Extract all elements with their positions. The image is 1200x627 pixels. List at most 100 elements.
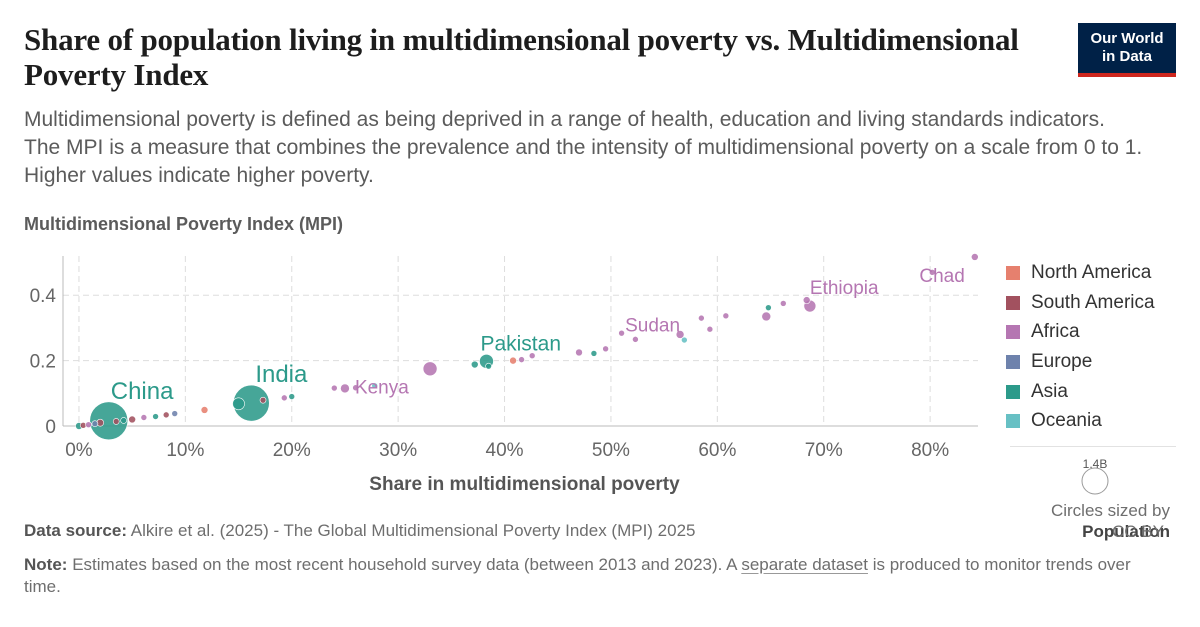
legend-label: South America [1031, 291, 1155, 313]
legend-label: Europe [1031, 350, 1093, 372]
data-point [706, 325, 714, 333]
logo-line-2: in Data [1101, 48, 1152, 65]
legend-item-south-america[interactable]: South America [1006, 288, 1186, 318]
data-point [470, 360, 479, 369]
note-text-before: Estimates based on the most recent house… [72, 555, 737, 574]
data-point [112, 418, 120, 425]
x-tick-label: 20% [273, 440, 311, 461]
source-label: Data source: [24, 521, 127, 540]
data-point [91, 420, 99, 428]
data-point [528, 352, 536, 360]
data-point [352, 384, 359, 392]
data-point [509, 356, 517, 365]
data-point [288, 393, 296, 400]
size-caption: Circles sized by Population [1010, 500, 1170, 542]
owid-logo[interactable]: Our World in Data [1078, 23, 1176, 77]
size-legend: 1.4B [1081, 457, 1109, 495]
data-point [340, 383, 350, 394]
x-tick-label: 80% [911, 440, 949, 461]
legend-divider [1010, 446, 1176, 447]
legend-swatch [1006, 384, 1020, 399]
size-caption-text: Circles sized by [1050, 501, 1170, 520]
data-point [259, 396, 267, 404]
data-point [675, 330, 685, 339]
note: Note: Estimates based on the most recent… [24, 554, 1154, 598]
x-tick-label: 40% [486, 440, 524, 461]
legend-swatch [1006, 295, 1020, 310]
data-point [120, 417, 127, 424]
point-label-india: India [255, 361, 308, 388]
data-point [371, 382, 379, 390]
data-point [722, 312, 730, 320]
size-legend-value: 1.4B [1083, 457, 1108, 471]
data-point [162, 411, 170, 419]
data-point [681, 336, 688, 344]
data-source: Data source: Alkire et al. (2025) - The … [24, 520, 1154, 542]
legend-swatch [1006, 325, 1020, 340]
legend-label: North America [1031, 261, 1152, 283]
legend-item-north-america[interactable]: North America [1006, 258, 1186, 288]
x-tick-label: 0% [65, 440, 93, 461]
legend-label: Oceania [1031, 410, 1102, 432]
point-label-sudan: Sudan [625, 315, 680, 336]
data-point [232, 397, 245, 411]
data-point [632, 336, 639, 343]
point-label-china: China [111, 378, 174, 405]
y-tick-label: 0 [45, 417, 56, 438]
size-legend-circle [1081, 467, 1109, 495]
x-axis-title: Share in multidimensional poverty [369, 474, 680, 495]
note-label: Note: [24, 555, 68, 574]
legend-item-africa[interactable]: Africa [1006, 317, 1186, 347]
point-label-chad: Chad [919, 266, 964, 287]
data-point [331, 384, 338, 392]
size-variable: Population [1082, 522, 1170, 541]
data-point [171, 410, 179, 417]
legend-label: Asia [1031, 380, 1068, 402]
legend-label: Africa [1031, 321, 1080, 343]
data-point [485, 362, 492, 370]
data-point [602, 345, 609, 353]
legend-item-europe[interactable]: Europe [1006, 347, 1186, 377]
logo-line-1: Our World [1090, 30, 1164, 47]
legend-item-asia[interactable]: Asia [1006, 377, 1186, 407]
x-tick-label: 30% [379, 440, 417, 461]
chart-subtitle: Multidimensional poverty is defined as b… [24, 108, 1143, 187]
data-point [618, 329, 625, 337]
legend-swatch [1006, 414, 1020, 429]
data-point [200, 406, 209, 414]
scatter-plot: 0% 10% 20% 30% 40% 50% 60% 70% 80% 0 0.2 0.4 Share i… [30, 253, 979, 495]
data-point [928, 269, 936, 276]
x-tick-label: 70% [805, 440, 843, 461]
data-point [802, 296, 811, 304]
data-point [698, 314, 705, 322]
data-point [85, 421, 92, 428]
data-point [281, 394, 288, 402]
data-point [518, 356, 525, 363]
y-axis-title: Multidimensional Poverty Index (MPI) [24, 214, 344, 234]
data-point [128, 415, 136, 424]
legend-swatch [1006, 265, 1020, 280]
data-point [761, 311, 772, 322]
data-point [590, 350, 598, 357]
point-label-pakistan: Pakistan [480, 332, 561, 355]
separate-dataset-link[interactable]: separate dataset [741, 555, 868, 574]
data-point [575, 348, 583, 357]
source-text: Alkire et al. (2025) - The Global Multid… [130, 521, 696, 540]
region-legend: North America South America Africa Europ… [1006, 258, 1186, 436]
y-tick-label: 0.4 [30, 286, 57, 307]
point-label-ethiopia: Ethiopia [810, 278, 879, 299]
data-point [779, 300, 787, 307]
legend-item-oceania[interactable]: Oceania [1006, 406, 1186, 436]
data-point [152, 413, 159, 420]
data-point [971, 253, 979, 261]
x-tick-label: 10% [166, 440, 204, 461]
data-point [422, 361, 438, 377]
data-point [89, 401, 129, 441]
note-text-after: is produced to monitor trends over time. [24, 555, 1131, 596]
x-tick-label: 50% [592, 440, 630, 461]
y-tick-label: 0.2 [30, 352, 56, 373]
license-label[interactable]: CC BY [1112, 522, 1164, 541]
data-point [140, 414, 148, 421]
x-tick-label: 60% [698, 440, 736, 461]
legend-swatch [1006, 354, 1020, 369]
